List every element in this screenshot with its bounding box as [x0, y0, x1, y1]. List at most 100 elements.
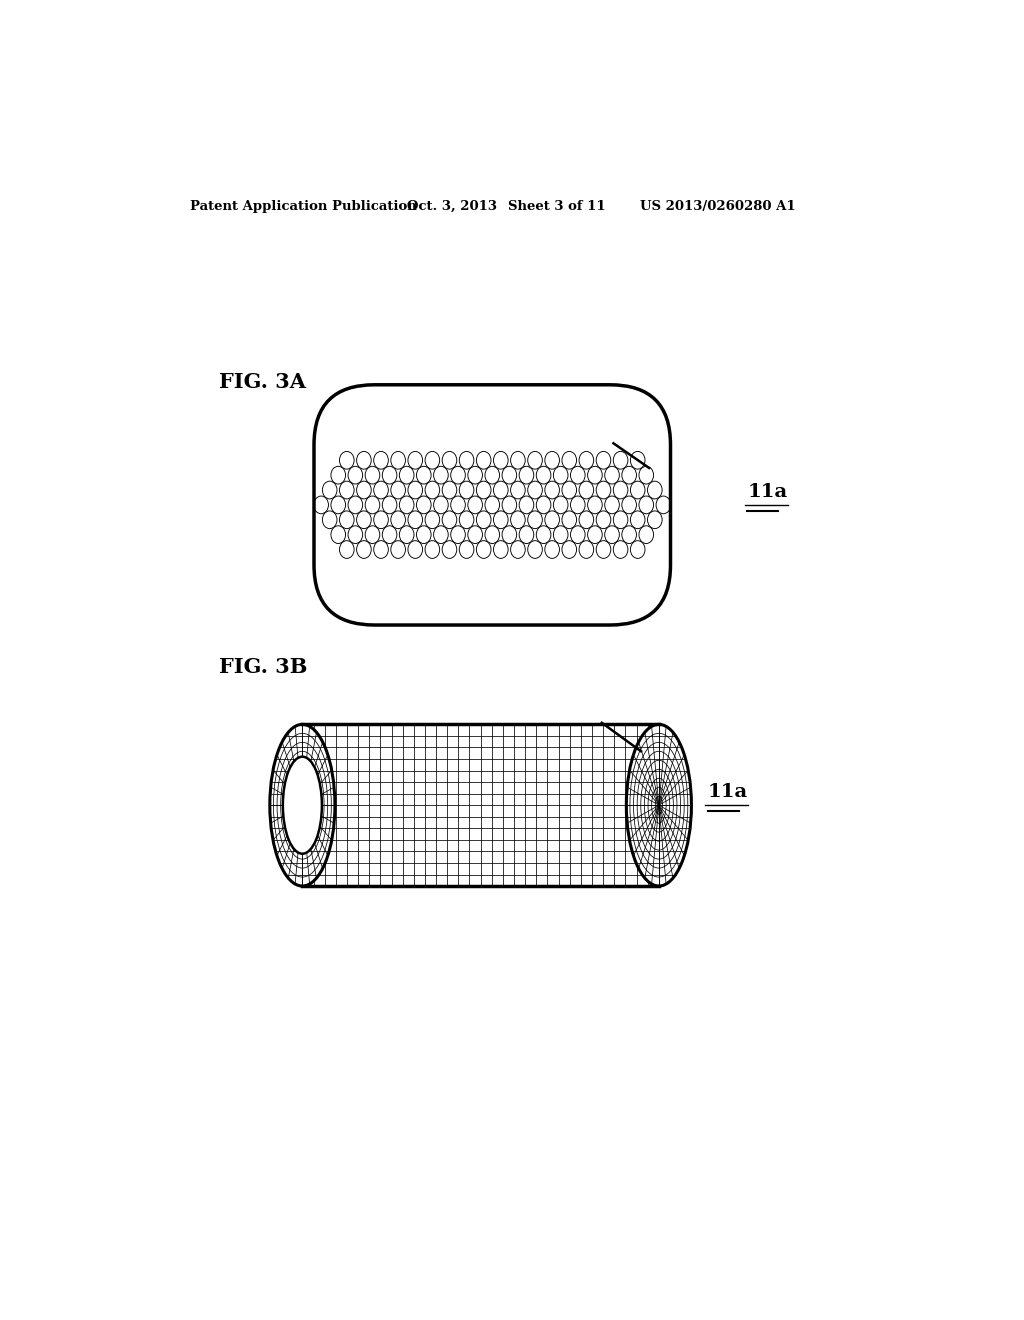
Ellipse shape — [340, 511, 354, 528]
Text: 11a: 11a — [708, 783, 748, 801]
Ellipse shape — [656, 496, 671, 513]
Ellipse shape — [605, 525, 620, 544]
Ellipse shape — [340, 451, 354, 469]
Ellipse shape — [527, 482, 543, 499]
Ellipse shape — [613, 482, 628, 499]
Ellipse shape — [631, 541, 645, 558]
Ellipse shape — [348, 525, 362, 544]
Ellipse shape — [562, 451, 577, 469]
Ellipse shape — [596, 511, 610, 528]
Ellipse shape — [476, 511, 490, 528]
Ellipse shape — [374, 541, 388, 558]
Ellipse shape — [647, 511, 663, 528]
Ellipse shape — [537, 496, 551, 513]
Ellipse shape — [476, 482, 490, 499]
Ellipse shape — [433, 525, 449, 544]
Ellipse shape — [485, 496, 500, 513]
Ellipse shape — [340, 541, 354, 558]
Ellipse shape — [631, 511, 645, 528]
Ellipse shape — [417, 525, 431, 544]
Ellipse shape — [613, 541, 628, 558]
FancyBboxPatch shape — [314, 385, 671, 626]
Ellipse shape — [391, 451, 406, 469]
Ellipse shape — [399, 496, 414, 513]
Text: US 2013/0260280 A1: US 2013/0260280 A1 — [640, 199, 795, 213]
Ellipse shape — [588, 525, 602, 544]
FancyBboxPatch shape — [314, 385, 671, 626]
Ellipse shape — [460, 511, 474, 528]
Ellipse shape — [374, 482, 388, 499]
Ellipse shape — [425, 482, 439, 499]
Text: FIG. 3B: FIG. 3B — [219, 656, 308, 677]
Ellipse shape — [596, 451, 610, 469]
Ellipse shape — [519, 496, 534, 513]
Ellipse shape — [468, 496, 482, 513]
Ellipse shape — [382, 525, 397, 544]
Ellipse shape — [451, 496, 465, 513]
Ellipse shape — [613, 511, 628, 528]
Ellipse shape — [476, 541, 490, 558]
Ellipse shape — [622, 525, 637, 544]
Ellipse shape — [545, 482, 559, 499]
Text: FIG. 3A: FIG. 3A — [219, 372, 306, 392]
Ellipse shape — [408, 482, 423, 499]
Ellipse shape — [553, 466, 568, 484]
Ellipse shape — [468, 466, 482, 484]
Ellipse shape — [511, 541, 525, 558]
Ellipse shape — [391, 482, 406, 499]
Ellipse shape — [631, 482, 645, 499]
Ellipse shape — [537, 466, 551, 484]
Ellipse shape — [425, 541, 439, 558]
Ellipse shape — [485, 525, 500, 544]
Ellipse shape — [596, 541, 610, 558]
Ellipse shape — [399, 466, 414, 484]
Ellipse shape — [627, 725, 691, 886]
Ellipse shape — [460, 482, 474, 499]
Ellipse shape — [579, 511, 594, 528]
Ellipse shape — [313, 496, 329, 513]
Ellipse shape — [270, 725, 335, 886]
Ellipse shape — [356, 511, 372, 528]
Ellipse shape — [631, 451, 645, 469]
Ellipse shape — [579, 451, 594, 469]
Ellipse shape — [382, 496, 397, 513]
Ellipse shape — [323, 511, 337, 528]
Ellipse shape — [502, 466, 517, 484]
Ellipse shape — [460, 541, 474, 558]
Ellipse shape — [374, 451, 388, 469]
Ellipse shape — [468, 525, 482, 544]
Ellipse shape — [374, 511, 388, 528]
Ellipse shape — [356, 482, 372, 499]
Ellipse shape — [622, 496, 637, 513]
Ellipse shape — [494, 541, 508, 558]
Ellipse shape — [460, 451, 474, 469]
Ellipse shape — [605, 496, 620, 513]
Ellipse shape — [366, 466, 380, 484]
Ellipse shape — [425, 511, 439, 528]
Ellipse shape — [545, 451, 559, 469]
Ellipse shape — [502, 496, 517, 513]
Polygon shape — [302, 725, 658, 886]
Ellipse shape — [399, 525, 414, 544]
Ellipse shape — [527, 511, 543, 528]
Ellipse shape — [476, 451, 490, 469]
Ellipse shape — [442, 541, 457, 558]
Ellipse shape — [588, 466, 602, 484]
Ellipse shape — [425, 451, 439, 469]
Ellipse shape — [527, 451, 543, 469]
Ellipse shape — [639, 496, 653, 513]
Ellipse shape — [391, 541, 406, 558]
Text: Sheet 3 of 11: Sheet 3 of 11 — [508, 199, 605, 213]
Ellipse shape — [408, 541, 423, 558]
Ellipse shape — [331, 496, 345, 513]
Ellipse shape — [511, 511, 525, 528]
Ellipse shape — [562, 482, 577, 499]
Ellipse shape — [562, 511, 577, 528]
Ellipse shape — [442, 482, 457, 499]
Ellipse shape — [605, 466, 620, 484]
Ellipse shape — [553, 525, 568, 544]
Ellipse shape — [391, 511, 406, 528]
Ellipse shape — [340, 482, 354, 499]
Ellipse shape — [494, 482, 508, 499]
Ellipse shape — [442, 511, 457, 528]
